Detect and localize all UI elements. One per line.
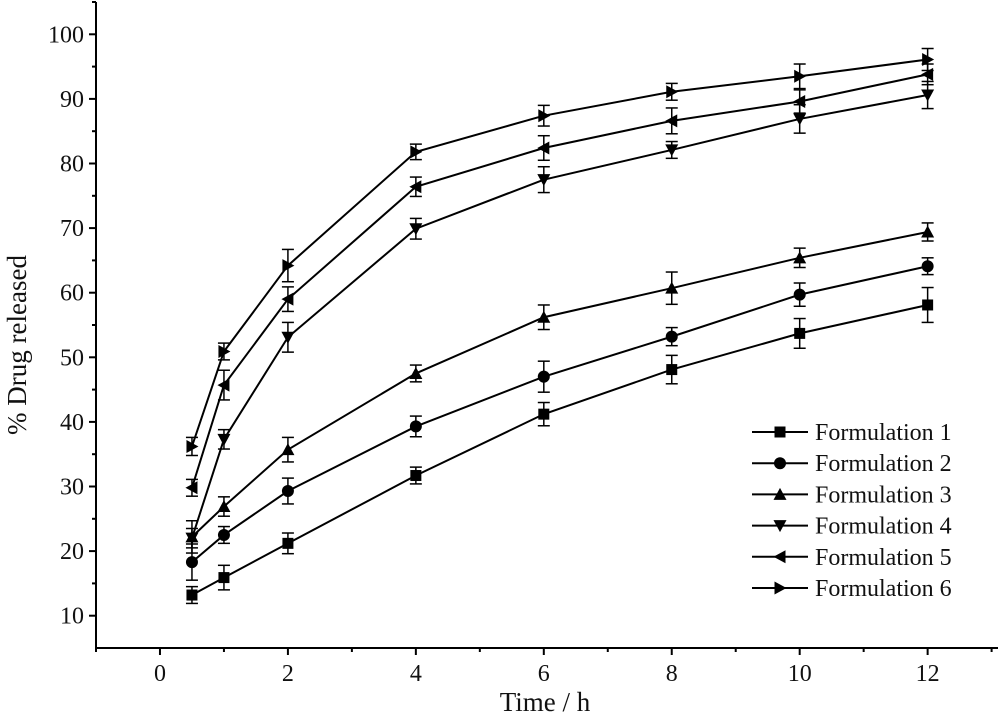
data-point (793, 288, 806, 301)
legend-label: Formulation 2 (815, 451, 952, 477)
x-tick-label: 0 (154, 661, 166, 687)
data-point (186, 439, 199, 453)
data-point (281, 292, 294, 306)
legend-entry-5: Formulation 5 (752, 545, 952, 571)
data-point (217, 433, 231, 446)
data-point (217, 378, 230, 392)
y-tick-label: 50 (60, 345, 84, 371)
y-tick-label: 10 (60, 604, 84, 630)
series-4 (185, 80, 935, 549)
legend-marker (773, 520, 787, 533)
y-axis-title: % Drug released (2, 255, 32, 435)
legend: Formulation 1 Formulation 2 Formulation 3 F… (752, 420, 952, 602)
series-line (191, 94, 928, 539)
data-point (185, 556, 198, 569)
ticks: 10 20 30 40 50 60 70 80 90 100 0 2 4 6 8 10 12 (48, 1, 993, 687)
series-line (191, 303, 928, 596)
series-line (191, 265, 928, 563)
x-tick-label: 2 (282, 661, 294, 687)
data-point (185, 532, 199, 545)
data-point (409, 223, 423, 236)
y-tick-label: 100 (48, 22, 84, 48)
data-point (218, 572, 230, 584)
data-point (281, 443, 295, 456)
data-point (186, 589, 198, 601)
data-point (921, 260, 934, 273)
legend-label: Formulation 4 (815, 514, 952, 540)
series-line (191, 73, 928, 489)
data-point (537, 174, 551, 187)
data-point (282, 259, 295, 273)
data-point (410, 470, 422, 482)
legend-marker (773, 550, 786, 564)
data-point (409, 366, 423, 379)
series-group (185, 47, 935, 605)
legend-marker (774, 426, 786, 438)
series-6 (185, 47, 935, 457)
data-point (282, 537, 294, 549)
legend-entry-6: Formulation 6 (752, 576, 952, 602)
legend-marker (774, 457, 786, 470)
data-point (665, 144, 679, 157)
data-point (666, 85, 679, 99)
data-point (665, 114, 678, 128)
data-point (793, 113, 807, 126)
data-point (537, 370, 550, 383)
data-point (665, 330, 678, 343)
data-point (922, 52, 935, 66)
y-tick-label: 90 (60, 87, 84, 113)
series-line (191, 230, 928, 538)
data-point (665, 281, 679, 294)
data-point (793, 251, 807, 264)
legend-entry-2: Formulation 2 (752, 451, 952, 477)
y-tick-label: 60 (60, 281, 84, 307)
data-point (217, 500, 231, 513)
x-tick-label: 10 (788, 661, 812, 687)
y-tick-label: 20 (60, 539, 84, 565)
legend-label: Formulation 6 (815, 576, 952, 602)
legend-label: Formulation 5 (815, 545, 952, 571)
x-tick-label: 8 (666, 661, 678, 687)
legend-entry-3: Formulation 3 (752, 482, 952, 508)
data-point (921, 225, 935, 238)
data-point (281, 331, 295, 344)
data-point (537, 310, 551, 323)
series-3 (185, 222, 935, 554)
data-point (921, 89, 935, 102)
data-point (538, 408, 550, 420)
data-point (793, 94, 806, 108)
x-axis-title: Time / h (500, 687, 591, 714)
x-tick-label: 4 (410, 661, 422, 687)
data-point (410, 145, 423, 159)
y-tick-label: 80 (60, 152, 84, 178)
data-point (537, 141, 550, 155)
series-line (191, 58, 928, 447)
legend-entry-1: Formulation 1 (752, 420, 952, 446)
data-point (794, 69, 807, 83)
x-tick-label: 6 (538, 661, 550, 687)
data-point (217, 528, 230, 541)
data-point (922, 299, 934, 311)
data-point (666, 364, 678, 376)
series-1 (185, 286, 934, 605)
data-point (538, 109, 551, 123)
y-tick-label: 30 (60, 475, 84, 501)
data-point (794, 327, 806, 339)
data-point (409, 420, 422, 433)
data-point (185, 481, 198, 495)
y-tick-label: 40 (60, 410, 84, 436)
data-point (409, 180, 422, 194)
legend-label: Formulation 3 (815, 482, 952, 508)
legend-marker (773, 487, 787, 500)
series-2 (185, 257, 934, 581)
legend-marker (774, 581, 787, 595)
data-point (218, 344, 231, 358)
data-point (281, 485, 294, 498)
y-tick-label: 70 (60, 216, 84, 242)
legend-entry-4: Formulation 4 (752, 514, 952, 540)
x-tick-label: 12 (916, 661, 940, 687)
legend-label: Formulation 1 (815, 420, 952, 446)
